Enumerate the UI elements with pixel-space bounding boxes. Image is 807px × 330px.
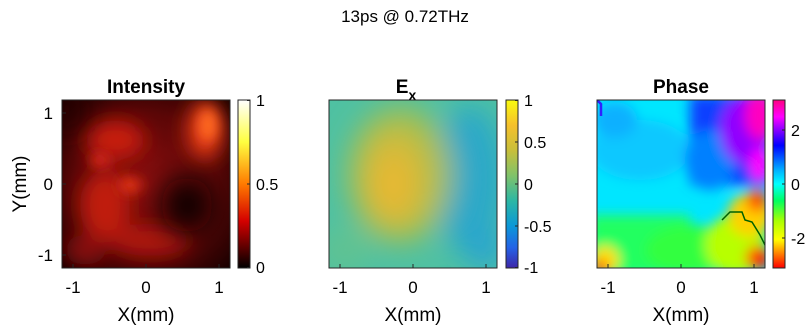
axis-ticks [339, 264, 487, 268]
colorbar-tick-label: 0 [791, 177, 800, 194]
x-axis-label: X(mm) [653, 305, 710, 326]
axis-ticks [62, 112, 220, 268]
panel-title: Intensity [107, 77, 186, 98]
x-tick-label: -1 [332, 278, 347, 297]
colorbar-tick-label: 0 [524, 177, 533, 194]
x-axis-label: X(mm) [385, 305, 442, 326]
y-tick-label: 1 [44, 104, 53, 123]
panel-title: Phase [653, 77, 709, 98]
x-tick-label: 1 [481, 278, 490, 297]
x-tick-label: 1 [749, 278, 758, 297]
x-axis-label: X(mm) [118, 305, 175, 326]
colorbar-tick-label: 0.5 [256, 177, 278, 194]
y-tick-label: -1 [38, 246, 53, 265]
x-tick-label: 1 [214, 278, 223, 297]
panel-ex: Ex -1 0 1 X(mm) 1 0.5 [328, 77, 552, 326]
colorbar: 1 0.5 0 [237, 93, 278, 277]
colorbar-tick-label: 1 [524, 93, 533, 110]
colorbar-tick-label: -0.5 [524, 219, 552, 236]
colorbar: 1 0.5 0 -0.5 -1 [505, 93, 552, 277]
panel-title: Ex [396, 77, 417, 103]
colorbar-tick-label: 1 [256, 93, 265, 110]
y-tick-label: 0 [44, 175, 53, 194]
colorbar: 2 0 -2 [772, 99, 805, 269]
colorbar-tick-label: -1 [524, 260, 538, 277]
colorbar-tick-label: 2 [791, 123, 800, 140]
heatmap-image [62, 100, 230, 268]
x-tick-label: 0 [141, 278, 150, 297]
heatmap-image [329, 100, 497, 268]
panel-phase: Phase [596, 77, 805, 326]
panel-intensity: Intensity - [10, 77, 278, 326]
colorbar-tick-label: 0 [256, 260, 265, 277]
axis-ticks [607, 264, 755, 268]
heatmap-image [597, 100, 765, 268]
x-tick-label: 0 [676, 278, 685, 297]
colorbar-tick-label: -2 [791, 231, 805, 248]
colorbar-tick-label: 0.5 [524, 135, 546, 152]
figure-suptitle: 13ps @ 0.72THz [341, 7, 469, 26]
x-tick-label: 0 [408, 278, 417, 297]
x-tick-label: -1 [65, 278, 80, 297]
y-axis-label: Y(mm) [10, 156, 31, 213]
x-tick-label: -1 [600, 278, 615, 297]
